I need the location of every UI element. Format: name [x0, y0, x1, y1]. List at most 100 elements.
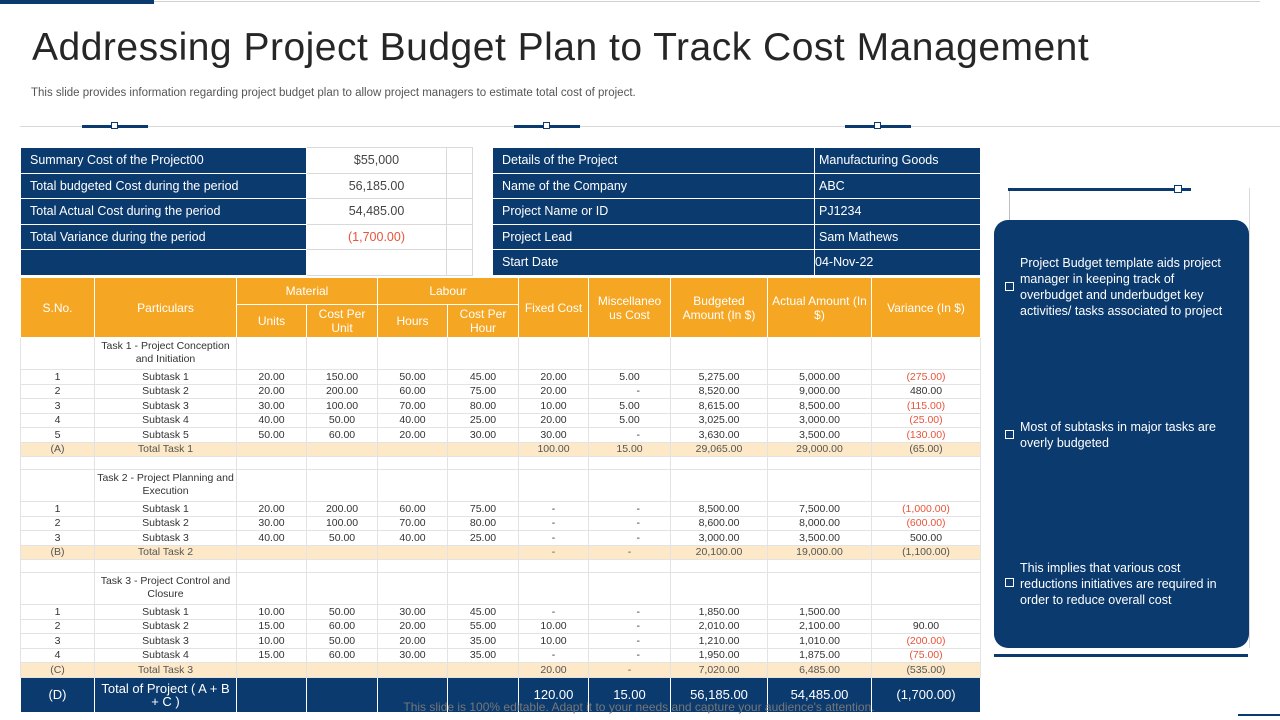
header-material: Material [236, 277, 378, 305]
grand-total-row: (D) Total of Project ( A + B + C ) 120.00 1… [20, 676, 981, 713]
table-cell: - [588, 515, 671, 531]
empty-cell [20, 337, 95, 370]
table-cell: 3,500.00 [767, 427, 872, 443]
empty-cell [670, 469, 768, 502]
empty-cell [871, 456, 981, 470]
table-cell: 30.00 [447, 427, 519, 443]
table-row: 1 Subtask 1 10.00 50.00 30.00 45.00- -1,850.00… [20, 604, 981, 620]
empty-cell [306, 456, 378, 470]
table-cell: 60.00 [306, 427, 378, 443]
corner-accent-bar [1238, 714, 1280, 716]
empty-cell [306, 559, 378, 573]
empty-cell [871, 572, 981, 605]
empty-cell [518, 337, 589, 370]
table-cell: Total Task 2 [94, 544, 237, 560]
table-cell: 3,500.00 [767, 530, 872, 546]
table-cell: - [588, 647, 671, 663]
spacer-row [20, 559, 981, 573]
top-divider [154, 1, 1260, 2]
table-cell: 100.00 [306, 515, 378, 531]
table-cell: 35.00 [447, 633, 519, 649]
header-budgeted: Budgeted Amount (In $) [670, 277, 768, 338]
table-cell: 2 [20, 515, 95, 531]
table-cell [447, 676, 519, 713]
table-cell: - [588, 544, 671, 560]
table-cell: (1,100.00) [871, 544, 981, 560]
empty-cell [767, 469, 872, 502]
table-cell: 19,000.00 [767, 544, 872, 560]
table-cell: 9,000.00 [767, 383, 872, 399]
summary-label [20, 249, 307, 276]
empty-cell [518, 456, 589, 470]
table-cell: 8,000.00 [767, 515, 872, 531]
header-sno: S.No. [20, 277, 95, 338]
budget-table-body: Task 1 - Project Conception and Initiati… [20, 337, 981, 713]
table-cell [377, 544, 448, 560]
table-cell: 1,850.00 [670, 604, 768, 620]
table-cell: - [588, 530, 671, 546]
table-cell: 1,950.00 [670, 647, 768, 663]
summary-label: Total Actual Cost during the period [20, 198, 307, 225]
table-cell: 15.00 [588, 676, 671, 713]
header-variance: Variance (In $) [871, 277, 981, 338]
table-cell: 200.00 [306, 383, 378, 399]
table-cell: 3,630.00 [670, 427, 768, 443]
table-cell [236, 544, 307, 560]
summary-blank [446, 249, 473, 276]
table-cell [871, 604, 981, 620]
empty-cell [670, 572, 768, 605]
task-total-row: (A) Total Task 1 100.00 15.00 29,065.00 29,00… [20, 441, 981, 457]
notes-panel [994, 220, 1249, 648]
header-hours: Hours [377, 304, 448, 338]
table-cell: (25.00) [871, 412, 981, 428]
table-cell: 4 [20, 647, 95, 663]
table-cell: 5.00 [588, 412, 671, 428]
empty-cell [236, 456, 307, 470]
table-cell: Subtask 3 [94, 398, 237, 414]
task-header-row: Task 2 - Project Planning and Execution [20, 469, 981, 502]
empty-cell [20, 559, 95, 573]
table-cell: 1,210.00 [670, 633, 768, 649]
project-details-table: Details of the Project Manufacturing Goo… [492, 147, 981, 276]
notes-bottom-bar [994, 654, 1248, 657]
summary-label: Summary Cost of the Project00 [20, 147, 307, 174]
table-cell: 1,010.00 [767, 633, 872, 649]
table-cell: (75.00) [871, 647, 981, 663]
table-cell: 2,010.00 [670, 618, 768, 634]
header-cost-per-hour: Cost Per Hour [447, 304, 519, 338]
empty-cell [306, 469, 378, 502]
note-bullet-icon [1005, 282, 1014, 291]
table-cell: 15.00 [588, 441, 671, 457]
table-cell: 10.00 [518, 633, 589, 649]
empty-cell [588, 456, 671, 470]
summary-value: (1,700.00) [306, 223, 447, 250]
table-cell: 60.00 [306, 647, 378, 663]
table-cell: 5,275.00 [670, 369, 768, 385]
empty-cell [94, 456, 237, 470]
summary-value: 56,185.00 [306, 172, 447, 199]
table-cell: 1 [20, 369, 95, 385]
table-row: 1 Subtask 1 20.00 200.00 60.00 75.00- -8,500.0… [20, 501, 981, 517]
table-cell: (1,700.00) [871, 676, 981, 713]
table-cell: 20,100.00 [670, 544, 768, 560]
table-cell: (D) [20, 676, 95, 713]
empty-cell [306, 572, 378, 605]
table-cell: - [518, 544, 589, 560]
table-cell: 20.00 [236, 501, 307, 517]
note-text: Project Budget template aids project man… [1020, 256, 1223, 318]
table-cell: - [518, 604, 589, 620]
page-title: Addressing Project Budget Plan to Track … [32, 26, 1090, 69]
empty-cell [236, 469, 307, 502]
table-cell: 50.00 [306, 412, 378, 428]
empty-cell [447, 456, 519, 470]
table-cell: 45.00 [447, 604, 519, 620]
table-cell [236, 441, 307, 457]
details-value: Manufacturing Goods [814, 147, 981, 174]
table-cell: 3,000.00 [767, 412, 872, 428]
table-cell: 60.00 [306, 618, 378, 634]
table-row: 3 Subtask 3 10.00 50.00 20.00 35.00 10.00-1,21… [20, 633, 981, 649]
empty-cell [588, 559, 671, 573]
table-cell: 20.00 [518, 369, 589, 385]
task-title: Task 1 - Project Conception and Initiati… [94, 337, 237, 370]
summary-blank [446, 198, 473, 225]
